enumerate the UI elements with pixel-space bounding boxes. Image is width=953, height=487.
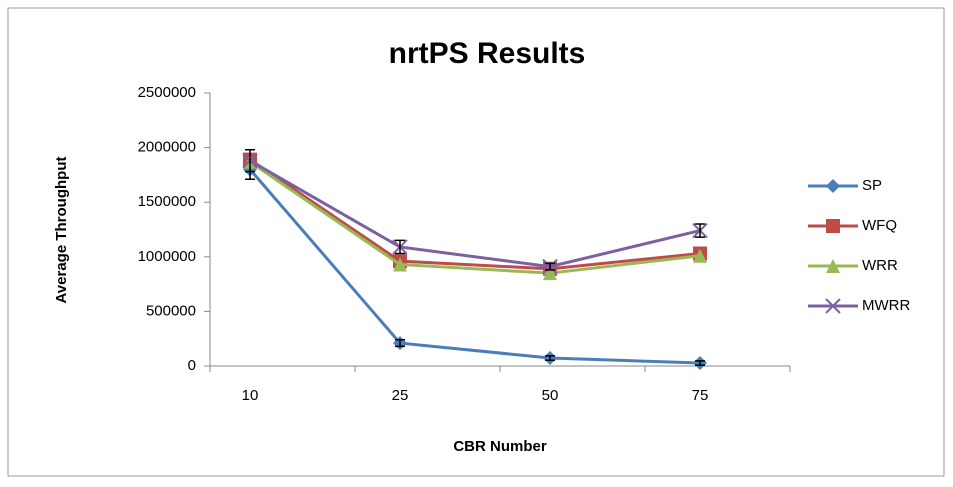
y-tick-label: 1000000: [138, 248, 196, 265]
marker: [543, 266, 557, 281]
chart-frame: [7, 7, 945, 477]
legend-label: WFQ: [862, 217, 897, 234]
marker: [826, 179, 840, 193]
series-line: [249, 158, 701, 271]
series-line: [249, 159, 701, 269]
x-tick-label: 25: [392, 387, 409, 404]
y-axis-label: Average Throughput: [53, 157, 70, 304]
error-bar: [395, 239, 405, 255]
marker: [826, 219, 840, 233]
marker: [693, 248, 707, 263]
x-axis-label: CBR Number: [453, 438, 547, 455]
y-tick-label: 1500000: [138, 193, 196, 210]
legend-label: WRR: [862, 257, 898, 274]
legend-label: SP: [862, 177, 882, 194]
error-bar: [395, 339, 405, 348]
y-tick-label: 0: [188, 357, 196, 374]
series-line: [248, 168, 701, 365]
x-tick-label: 75: [692, 387, 709, 404]
error-bar: [695, 360, 705, 366]
y-tick-label: 500000: [146, 302, 196, 319]
error-bar: [245, 149, 255, 173]
y-tick-label: 2500000: [138, 84, 196, 101]
error-bar: [695, 223, 705, 238]
marker: [825, 298, 841, 314]
x-tick-label: 50: [542, 387, 559, 404]
series-line: [249, 160, 701, 275]
marker: [393, 257, 407, 272]
y-tick-label: 2000000: [138, 139, 196, 156]
chart-title: nrtPS Results: [389, 37, 586, 70]
error-bar: [545, 355, 555, 361]
legend-label: MWRR: [862, 297, 910, 314]
x-tick-label: 10: [242, 387, 259, 404]
error-bar: [545, 262, 555, 271]
marker: [826, 259, 840, 273]
